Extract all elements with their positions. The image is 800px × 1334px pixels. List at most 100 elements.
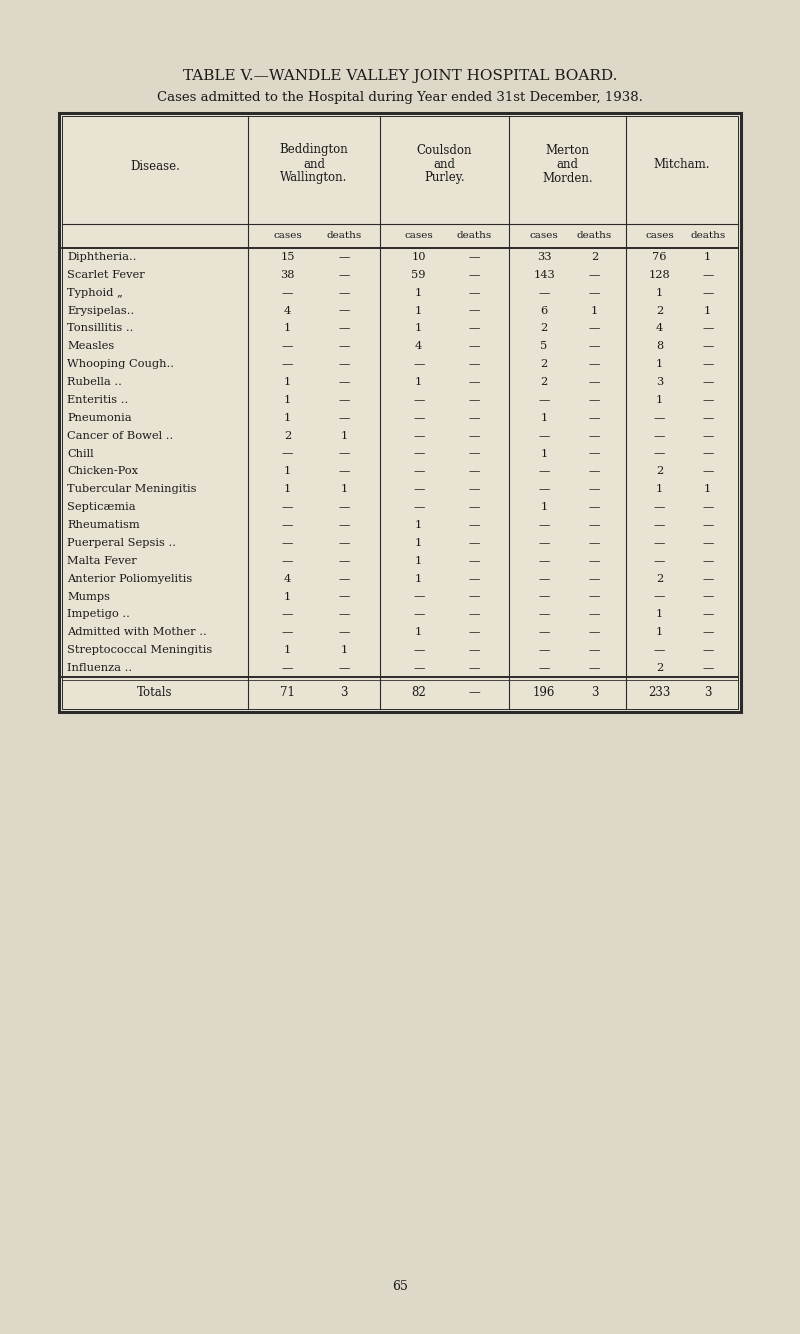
Text: —: —	[589, 574, 600, 584]
Text: 1: 1	[656, 288, 663, 297]
Text: Anterior Poliomyelitis: Anterior Poliomyelitis	[67, 574, 192, 584]
Text: —: —	[702, 269, 714, 280]
Text: 2: 2	[656, 663, 663, 674]
Text: —: —	[538, 467, 550, 476]
Text: —: —	[469, 520, 480, 530]
Bar	[62, 116, 738, 708]
Text: —: —	[469, 467, 480, 476]
Text: —: —	[338, 395, 350, 406]
Text: —: —	[338, 288, 350, 297]
Text: —: —	[469, 412, 480, 423]
Text: 2: 2	[284, 431, 291, 440]
Text: 15: 15	[280, 252, 295, 261]
Text: —: —	[338, 448, 350, 459]
Text: 1: 1	[284, 378, 291, 387]
Text: —: —	[589, 591, 600, 602]
Text: 2: 2	[656, 574, 663, 584]
Text: —: —	[538, 663, 550, 674]
Text: 1: 1	[415, 323, 422, 334]
Text: —: —	[338, 305, 350, 316]
Text: —: —	[654, 556, 666, 566]
Text: 1: 1	[284, 646, 291, 655]
Text: —: —	[538, 646, 550, 655]
Text: 4: 4	[415, 342, 422, 351]
Text: —: —	[469, 359, 480, 370]
Text: —: —	[702, 323, 714, 334]
Text: Measles: Measles	[67, 342, 114, 351]
Text: and: and	[434, 157, 455, 171]
Text: 1: 1	[704, 252, 711, 261]
Text: Puerperal Sepsis ..: Puerperal Sepsis ..	[67, 538, 176, 548]
Text: —: —	[654, 520, 666, 530]
Text: Disease.: Disease.	[130, 160, 180, 172]
Text: —: —	[469, 538, 480, 548]
Text: —: —	[702, 395, 714, 406]
Text: —: —	[413, 412, 424, 423]
Text: 10: 10	[411, 252, 426, 261]
Text: —: —	[702, 646, 714, 655]
Text: —: —	[702, 556, 714, 566]
Text: —: —	[413, 646, 424, 655]
Text: —: —	[589, 378, 600, 387]
Text: 1: 1	[284, 484, 291, 495]
Text: Scarlet Fever: Scarlet Fever	[67, 269, 145, 280]
Text: —: —	[413, 502, 424, 512]
Text: Impetigo ..: Impetigo ..	[67, 610, 130, 619]
Text: Beddington: Beddington	[280, 144, 348, 156]
Text: —: —	[469, 305, 480, 316]
Text: cases: cases	[646, 232, 674, 240]
Text: Rheumatism: Rheumatism	[67, 520, 140, 530]
Text: —: —	[282, 448, 294, 459]
Text: —: —	[282, 342, 294, 351]
Text: 76: 76	[652, 252, 667, 261]
Text: —: —	[589, 323, 600, 334]
Text: —: —	[413, 610, 424, 619]
Text: Mitcham.: Mitcham.	[654, 157, 710, 171]
Text: —: —	[469, 252, 480, 261]
Text: —: —	[413, 467, 424, 476]
Text: —: —	[589, 431, 600, 440]
Text: deaths: deaths	[577, 232, 612, 240]
Text: 1: 1	[341, 484, 348, 495]
Text: —: —	[338, 502, 350, 512]
Text: 1: 1	[590, 305, 598, 316]
Text: 1: 1	[704, 484, 711, 495]
Text: —: —	[589, 395, 600, 406]
Text: —: —	[538, 538, 550, 548]
Text: —: —	[282, 538, 294, 548]
Text: Rubella ..: Rubella ..	[67, 378, 122, 387]
Text: deaths: deaths	[326, 232, 362, 240]
Text: —: —	[469, 574, 480, 584]
Text: —: —	[702, 431, 714, 440]
Text: —: —	[702, 288, 714, 297]
Text: —: —	[338, 467, 350, 476]
Text: —: —	[702, 359, 714, 370]
Text: 2: 2	[656, 467, 663, 476]
Text: —: —	[589, 610, 600, 619]
Text: —: —	[469, 448, 480, 459]
Text: —: —	[589, 359, 600, 370]
Text: 71: 71	[280, 687, 295, 699]
Text: —: —	[702, 538, 714, 548]
Text: —: —	[589, 556, 600, 566]
Text: 2: 2	[541, 378, 548, 387]
Text: —: —	[538, 395, 550, 406]
Text: 1: 1	[656, 359, 663, 370]
Text: 128: 128	[649, 269, 670, 280]
Text: 196: 196	[533, 687, 555, 699]
Text: 5: 5	[541, 342, 548, 351]
Text: —: —	[338, 269, 350, 280]
Text: —: —	[413, 395, 424, 406]
Text: —: —	[282, 520, 294, 530]
Text: 82: 82	[411, 687, 426, 699]
Text: —: —	[589, 538, 600, 548]
Text: —: —	[338, 323, 350, 334]
Text: —: —	[469, 378, 480, 387]
Text: —: —	[469, 395, 480, 406]
Text: Mumps: Mumps	[67, 591, 110, 602]
Text: Cases admitted to the Hospital during Year ended 31st December, 1938.: Cases admitted to the Hospital during Ye…	[157, 91, 643, 104]
Text: —: —	[282, 502, 294, 512]
Text: —: —	[282, 610, 294, 619]
Text: —: —	[654, 448, 666, 459]
Text: and: and	[557, 157, 578, 171]
